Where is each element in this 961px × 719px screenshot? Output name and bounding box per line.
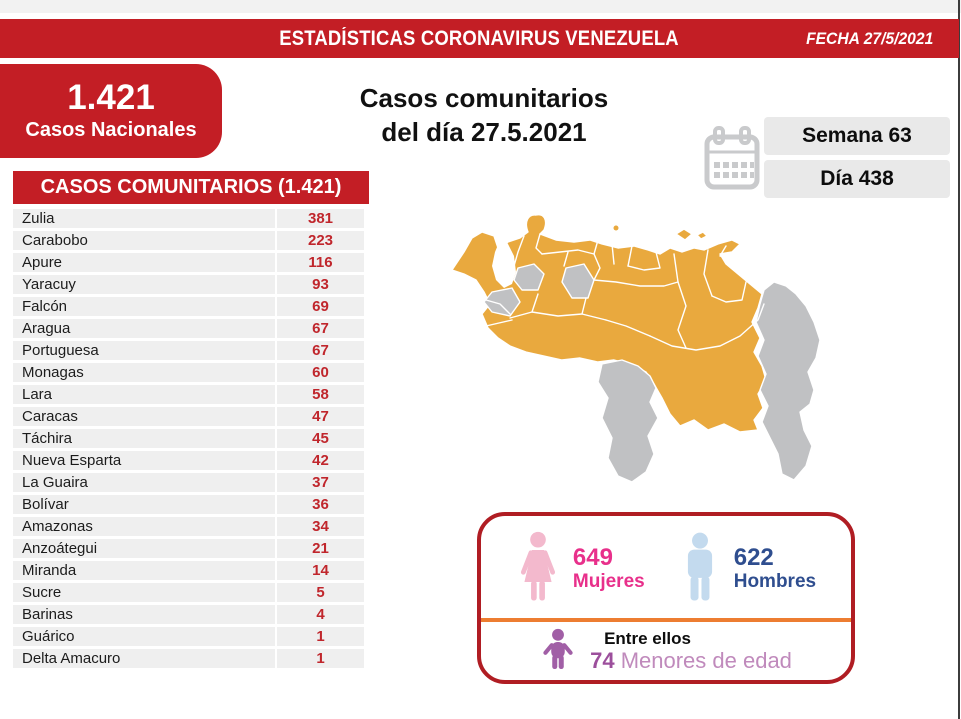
table-row: Lara 58 xyxy=(13,385,364,404)
state-cases-value: 67 xyxy=(277,341,364,360)
state-cases-value: 14 xyxy=(277,561,364,580)
state-name: Anzoátegui xyxy=(13,539,275,558)
state-cases-value: 1 xyxy=(277,649,364,668)
state-name: Apure xyxy=(13,253,275,272)
table-row: Aragua 67 xyxy=(13,319,364,338)
state-cases-value: 93 xyxy=(277,275,364,294)
state-cases-value: 69 xyxy=(277,297,364,316)
state-cases-value: 67 xyxy=(277,319,364,338)
state-name: Lara xyxy=(13,385,275,404)
state-cases-value: 5 xyxy=(277,583,364,602)
state-name: Aragua xyxy=(13,319,275,338)
page-title: ESTADÍSTICAS CORONAVIRUS VENEZUELA xyxy=(279,26,680,50)
state-name: Monagas xyxy=(13,363,275,382)
national-cases-label: Casos Nacionales xyxy=(25,118,197,141)
table-row: Carabobo 223 xyxy=(13,231,364,250)
table-row: Amazonas 34 xyxy=(13,517,364,536)
women-group: 649 Mujeres xyxy=(516,531,645,607)
state-cases-value: 47 xyxy=(277,407,364,426)
state-cases-value: 4 xyxy=(277,605,364,624)
gender-row: 649 Mujeres 622 Hombres xyxy=(481,516,851,618)
table-row: Yaracuy 93 xyxy=(13,275,364,294)
state-cases-value: 37 xyxy=(277,473,364,492)
state-cases-value: 116 xyxy=(277,253,364,272)
table-row: Apure 116 xyxy=(13,253,364,272)
state-name: Sucre xyxy=(13,583,275,602)
state-cases-value: 21 xyxy=(277,539,364,558)
table-row: Delta Amacuro 1 xyxy=(13,649,364,668)
state-cases-value: 34 xyxy=(277,517,364,536)
minors-intro: Entre ellos xyxy=(604,628,691,648)
table-row: Sucre 5 xyxy=(13,583,364,602)
state-name: La Guaira xyxy=(13,473,275,492)
gender-summary-box: 649 Mujeres 622 Hombres xyxy=(477,512,855,684)
state-name: Delta Amacuro xyxy=(13,649,275,668)
table-row: Portuguesa 67 xyxy=(13,341,364,360)
calendar-icon xyxy=(704,126,760,190)
state-cases-value: 60 xyxy=(277,363,364,382)
state-name: Bolívar xyxy=(13,495,275,514)
state-cases-value: 42 xyxy=(277,451,364,470)
minors-label: Menores de edad xyxy=(620,648,792,674)
minors-line: 74 Menores de edad xyxy=(590,648,792,673)
table-row: Guárico 1 xyxy=(13,627,364,646)
women-label: Mujeres xyxy=(572,571,645,593)
header-bar: ESTADÍSTICAS CORONAVIRUS VENEZUELA FECHA… xyxy=(0,19,959,58)
table-row: Zulia 381 xyxy=(13,209,364,228)
community-table: Zulia 381 Carabobo 223 Apure 116 Yaracuy 93 Falc… xyxy=(13,209,364,671)
table-row: Monagas 60 xyxy=(13,363,364,382)
state-name: Amazonas xyxy=(13,517,275,536)
state-name: Nueva Esparta xyxy=(13,451,275,470)
state-cases-value: 36 xyxy=(277,495,364,514)
state-name: Guárico xyxy=(13,627,275,646)
men-label: Hombres xyxy=(733,571,817,593)
state-cases-value: 1 xyxy=(277,627,364,646)
men-count: 622 xyxy=(733,543,774,571)
state-cases-value: 45 xyxy=(277,429,364,448)
orange-divider xyxy=(481,618,851,622)
male-icon xyxy=(687,532,712,601)
child-icon xyxy=(543,628,573,669)
table-row: Bolívar 36 xyxy=(13,495,364,514)
state-cases-value: 58 xyxy=(277,385,364,404)
state-cases-value: 381 xyxy=(277,209,364,228)
table-row: Caracas 47 xyxy=(13,407,364,426)
national-cases-value: 1.421 xyxy=(67,78,155,118)
main-title: Casos comunitarios del día 27.5.2021 xyxy=(298,82,670,150)
week-badge: Semana 63 xyxy=(764,117,950,155)
men-group: 622 Hombres xyxy=(679,531,816,607)
community-cases-banner: CASOS COMUNITARIOS (1.421) xyxy=(13,171,369,204)
state-name: Barinas xyxy=(13,605,275,624)
main-title-line2: del día 27.5.2021 xyxy=(381,116,587,147)
state-name: Portuguesa xyxy=(13,341,275,360)
state-name: Zulia xyxy=(13,209,275,228)
table-row: Nueva Esparta 42 xyxy=(13,451,364,470)
header-date: FECHA 27/5/2021 xyxy=(805,29,933,48)
state-name: Carabobo xyxy=(13,231,275,250)
table-row: Miranda 14 xyxy=(13,561,364,580)
venezuela-map xyxy=(451,213,821,483)
table-row: La Guaira 37 xyxy=(13,473,364,492)
main-title-line1: Casos comunitarios xyxy=(359,83,609,113)
table-row: Anzoátegui 21 xyxy=(13,539,364,558)
state-name: Táchira xyxy=(13,429,275,448)
women-count: 649 xyxy=(572,543,613,571)
top-margin-strip xyxy=(0,0,961,13)
state-name: Caracas xyxy=(13,407,275,426)
female-icon xyxy=(520,531,555,601)
state-name: Miranda xyxy=(13,561,275,580)
table-row: Táchira 45 xyxy=(13,429,364,448)
table-row: Falcón 69 xyxy=(13,297,364,316)
minors-group: Entre ellos 74 Menores de edad xyxy=(481,622,851,680)
slide-right-border xyxy=(958,0,960,719)
state-cases-value: 223 xyxy=(277,231,364,250)
minors-count: 74 xyxy=(590,648,615,674)
state-name: Yaracuy xyxy=(13,275,275,294)
state-name: Falcón xyxy=(13,297,275,316)
table-row: Barinas 4 xyxy=(13,605,364,624)
national-cases-box: 1.421 Casos Nacionales xyxy=(0,64,222,158)
day-badge: Día 438 xyxy=(764,160,950,198)
